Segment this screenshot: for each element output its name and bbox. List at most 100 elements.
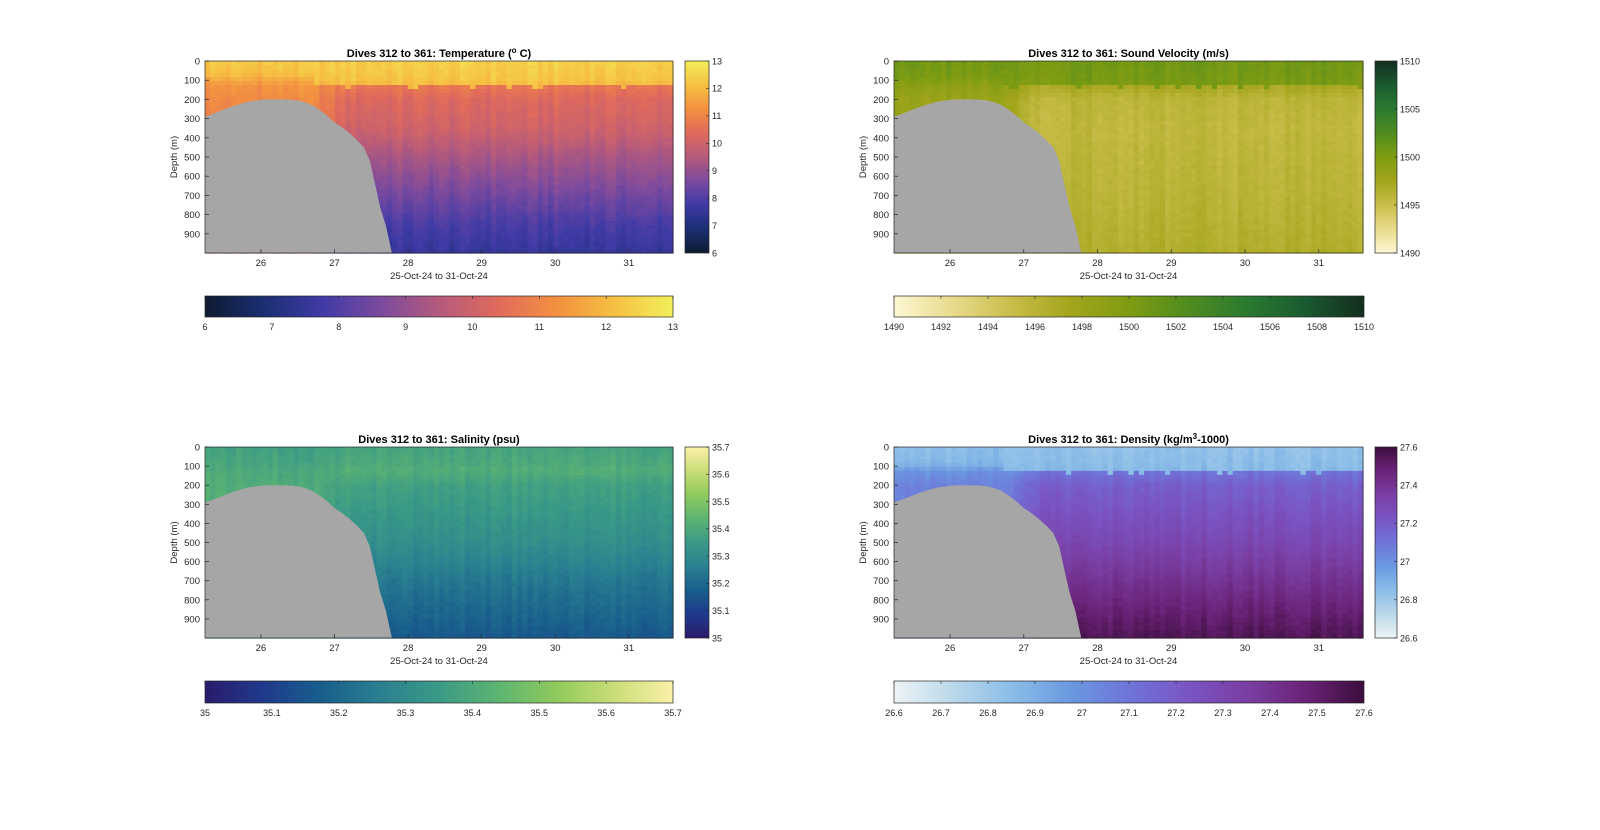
heatmap-cell	[595, 69, 601, 74]
heatmap-cell	[527, 217, 534, 222]
heatmap-cell	[376, 73, 383, 78]
heatmap-cell	[894, 85, 900, 90]
heatmap-cell	[610, 185, 617, 190]
heatmap-cell	[553, 101, 560, 106]
heatmap-cell	[563, 249, 570, 254]
heatmap-cell	[413, 177, 419, 182]
heatmap-cell	[485, 165, 492, 170]
heatmap-cell	[667, 89, 674, 94]
heatmap-cell	[641, 213, 648, 218]
colorbar-tick-label: 12	[712, 84, 722, 94]
heatmap-cell	[641, 77, 648, 82]
heatmap-cell	[563, 141, 570, 146]
heatmap-cell	[537, 65, 544, 70]
heatmap-cell	[610, 81, 617, 86]
heatmap-cell	[371, 113, 378, 118]
heatmap-cell	[387, 197, 393, 202]
heatmap-cell	[439, 185, 445, 190]
heatmap-cell	[610, 73, 617, 78]
heatmap-cell	[397, 129, 404, 134]
heatmap-cell	[621, 181, 627, 186]
heatmap-cell	[522, 65, 528, 70]
heatmap-cell	[605, 157, 612, 162]
heatmap-cell	[610, 113, 617, 118]
heatmap-cell	[402, 81, 409, 86]
heatmap-cell	[439, 177, 445, 182]
heatmap-cell	[558, 193, 565, 198]
heatmap-cell	[517, 245, 523, 250]
heatmap-cell	[662, 209, 669, 214]
heatmap-cell	[647, 181, 653, 186]
heatmap-cell	[459, 241, 466, 246]
heatmap-cell	[407, 165, 414, 170]
heatmap-cell	[397, 181, 404, 186]
heatmap-cell	[615, 153, 622, 158]
heatmap-cell	[309, 89, 315, 94]
heatmap-cell	[610, 237, 617, 242]
heatmap-cell	[449, 69, 456, 74]
heatmap-cell	[444, 73, 450, 78]
heatmap-cell	[558, 213, 565, 218]
heatmap-cell	[376, 89, 383, 94]
heatmap-cell	[501, 161, 508, 166]
heatmap-cell	[485, 229, 492, 234]
heatmap-cell	[527, 201, 534, 206]
heatmap-cell	[423, 141, 430, 146]
heatmap-cell	[553, 237, 560, 242]
heatmap-cell	[413, 193, 419, 198]
heatmap-cell	[433, 61, 440, 66]
heatmap-cell	[470, 73, 476, 78]
heatmap-cell	[459, 105, 466, 110]
heatmap-cell	[579, 197, 586, 202]
heatmap-cell	[600, 77, 606, 82]
heatmap-cell	[350, 117, 357, 122]
heatmap-cell	[574, 85, 580, 90]
heatmap-cell	[407, 61, 414, 66]
heatmap-cell	[662, 241, 669, 246]
heatmap-cell	[392, 61, 398, 66]
heatmap-cell	[392, 233, 398, 238]
heatmap-cell	[387, 161, 393, 166]
heatmap-cell	[605, 113, 612, 118]
heatmap-cell	[381, 105, 388, 110]
heatmap-cell	[361, 101, 367, 106]
heatmap-cell	[899, 69, 906, 74]
heatmap-cell	[402, 73, 409, 78]
heatmap-cell	[444, 229, 450, 234]
heatmap-cell	[652, 61, 658, 66]
heatmap-cell	[475, 133, 482, 138]
heatmap-cell	[210, 73, 216, 78]
heatmap-cell	[621, 137, 627, 142]
heatmap-cell	[652, 197, 658, 202]
heatmap-cell	[439, 133, 445, 138]
heatmap-cell	[345, 101, 352, 106]
heatmap-cell	[641, 189, 648, 194]
heatmap-cell	[589, 197, 596, 202]
heatmap-cell	[387, 69, 393, 74]
heatmap-cell	[511, 181, 518, 186]
heatmap-cell	[636, 201, 643, 206]
heatmap-cell	[418, 173, 424, 178]
heatmap-cell	[605, 201, 612, 206]
heatmap-cell	[449, 225, 456, 230]
heatmap-cell	[485, 209, 492, 214]
heatmap-cell	[548, 201, 554, 206]
heatmap-cell	[439, 201, 445, 206]
heatmap-cell	[257, 69, 263, 74]
heatmap-cell	[605, 225, 612, 230]
heatmap-cell	[517, 205, 523, 210]
heatmap-cell	[433, 181, 440, 186]
heatmap-cell	[511, 197, 518, 202]
heatmap-cell	[621, 129, 627, 134]
heatmap-cell	[324, 109, 331, 114]
heatmap-cell	[621, 109, 627, 114]
heatmap-cell	[610, 137, 617, 142]
heatmap-cell	[319, 105, 326, 110]
heatmap-cell	[454, 129, 461, 134]
heatmap-cell	[569, 101, 575, 106]
heatmap-cell	[626, 153, 632, 158]
heatmap-cell	[215, 65, 222, 70]
heatmap-cell	[914, 89, 921, 94]
heatmap-cell	[381, 133, 388, 138]
heatmap-cell	[522, 85, 528, 90]
